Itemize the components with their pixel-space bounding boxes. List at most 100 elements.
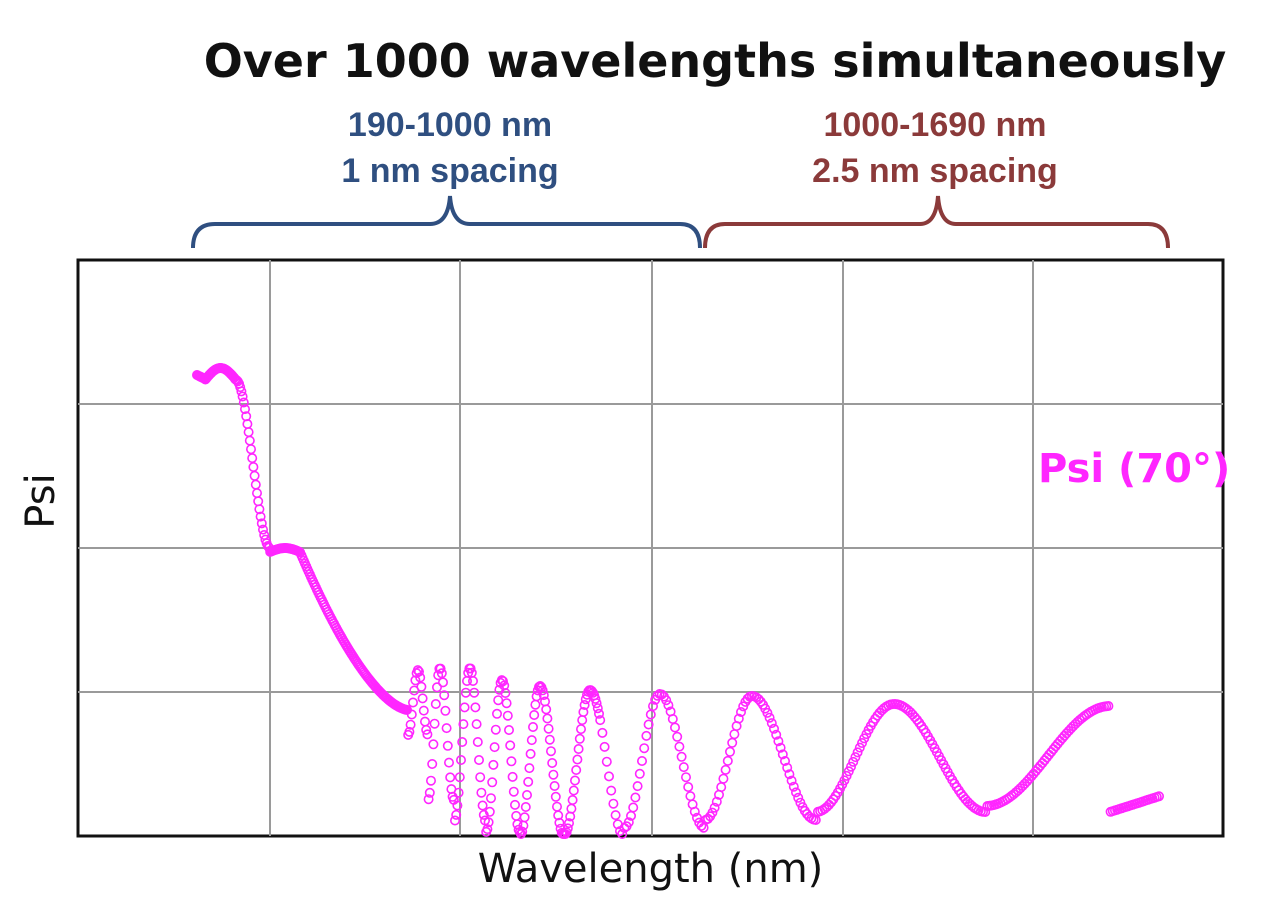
psi-data-point: [856, 737, 867, 748]
range-label-visible-nir: 190-1000 nm 1 nm spacing: [190, 102, 710, 194]
psi-data-point: [595, 715, 606, 726]
psi-data-point: [483, 817, 494, 828]
psi-data-point: [571, 764, 582, 775]
psi-data-point: [404, 726, 415, 737]
psi-data-point: [567, 794, 578, 805]
chart-title: Over 1000 wavelengths simultaneously: [203, 34, 1227, 88]
psi-data-point: [405, 719, 416, 730]
psi-data-point: [441, 723, 452, 734]
psi-data-point: [572, 754, 583, 765]
psi-data-point: [452, 800, 463, 811]
psi-data-point: [527, 721, 538, 732]
psi-data-point: [1154, 791, 1165, 802]
psi-data-point: [634, 768, 645, 779]
psi-data-point: [722, 755, 733, 766]
psi-data-point: [848, 756, 859, 767]
psi-data-point: [424, 787, 435, 798]
psi-data-point: [610, 810, 621, 821]
psi-data-point: [418, 705, 429, 716]
psi-data-point: [786, 775, 797, 786]
psi-data-point: [779, 755, 790, 766]
psi-data-point: [458, 719, 469, 730]
psi-data-point: [490, 724, 501, 735]
psi-data-point: [429, 718, 440, 729]
psi-data-point: [608, 798, 619, 809]
psi-data-point: [764, 712, 775, 723]
psi-data-point: [724, 746, 735, 757]
psi-data-point: [641, 730, 652, 741]
psi-data-point: [773, 736, 784, 747]
psi-data-point: [485, 793, 496, 804]
psi-data-point: [256, 518, 267, 529]
psi-data-point: [652, 690, 663, 701]
psi-data-point: [562, 823, 573, 834]
psi-data-point: [676, 751, 687, 762]
range-right-spacing: 2.5 nm spacing: [812, 152, 1058, 190]
psi-data-point: [529, 709, 540, 720]
psi-data-point: [735, 706, 746, 717]
psi-data-point: [647, 701, 658, 712]
psi-data-point: [771, 729, 782, 740]
psi-data-point: [406, 709, 417, 720]
psi-data-point: [489, 742, 500, 753]
psi-data-point: [436, 668, 447, 679]
psi-data-point: [628, 802, 639, 813]
psi-data-point: [707, 807, 718, 818]
psi-data-point: [597, 727, 608, 738]
psi-data-point: [488, 759, 499, 770]
psi-data-point: [579, 699, 590, 710]
psi-data-point: [578, 706, 589, 717]
psi-data-point: [523, 776, 534, 787]
psi-data-point: [537, 685, 548, 696]
psi-data-point: [236, 386, 247, 397]
psi-data-points: [192, 362, 1165, 839]
psi-data-point: [591, 698, 602, 709]
psi-data-point: [500, 687, 511, 698]
psi-data-point: [544, 734, 555, 745]
psi-data-point: [574, 733, 585, 744]
psi-data-point: [423, 794, 434, 805]
psi-data-point: [689, 806, 700, 817]
psi-data-point: [428, 739, 439, 750]
psi-data-point: [538, 690, 549, 701]
psi-data-point: [766, 718, 777, 729]
psi-data-point: [547, 757, 558, 768]
psi-data-point: [775, 742, 786, 753]
psi-data-point: [257, 524, 268, 535]
psi-data-point: [782, 762, 793, 773]
psi-data-point: [457, 736, 468, 747]
psi-data-point: [477, 800, 488, 811]
psi-data-point: [788, 781, 799, 792]
psi-data-point: [453, 787, 464, 798]
psi-data-point: [493, 695, 504, 706]
psi-data-point: [777, 749, 788, 760]
psi-data-point: [496, 675, 507, 686]
psi-data-point: [425, 775, 436, 786]
psi-data-point: [509, 799, 520, 810]
range-right-wavelengths: 1000-1690 nm: [823, 106, 1047, 144]
psi-data-point: [472, 736, 483, 747]
psi-data-point: [854, 742, 865, 753]
psi-data-point: [601, 756, 612, 767]
psi-data-point: [852, 747, 863, 758]
psi-data-point: [843, 766, 854, 777]
psi-data-point: [720, 764, 731, 775]
psi-data-point: [606, 785, 617, 796]
psi-data-point: [593, 708, 604, 719]
psi-data-point: [683, 781, 694, 792]
psi-data-point: [661, 695, 672, 706]
psi-data-point: [636, 755, 647, 766]
psi-data-point: [709, 802, 720, 813]
psi-data-point: [623, 817, 634, 828]
psi-data-point: [506, 756, 517, 767]
psi-data-point: [497, 676, 508, 687]
psi-data-point: [254, 504, 265, 515]
psi-data-point: [240, 404, 251, 415]
psi-data-point: [507, 771, 518, 782]
psi-data-point: [733, 713, 744, 724]
psi-data-point: [439, 690, 450, 701]
psi-data-point: [445, 772, 456, 783]
psi-data-point: [526, 735, 537, 746]
psi-data-point: [643, 719, 654, 730]
psi-data-point: [560, 828, 571, 839]
